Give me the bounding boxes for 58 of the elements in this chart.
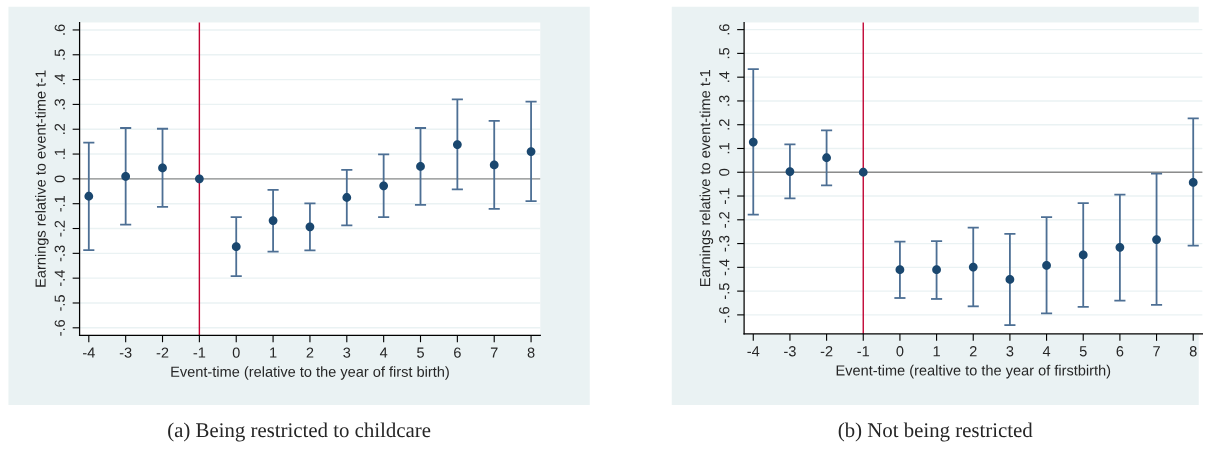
x-axis-title: Event-time (relative to the year of first birth) — [171, 366, 449, 380]
x-tick-label: 0 — [896, 346, 904, 357]
y-tick-label: -.1 — [719, 188, 730, 204]
x-tick-label: -4 — [747, 346, 760, 357]
x-tick-label: 8 — [1189, 346, 1197, 357]
y-tick-label: .4 — [719, 71, 730, 82]
x-tick-label: 6 — [1116, 346, 1124, 357]
y-tick-label: -.4 — [54, 270, 65, 287]
y-tick-label: .6 — [719, 24, 730, 35]
y-tick-label: -.6 — [54, 319, 65, 336]
x-tick-label: -3 — [119, 347, 132, 358]
x-tick-label: -2 — [156, 347, 169, 358]
x-tick-label: 2 — [306, 347, 314, 358]
y-tick-label: -.2 — [54, 220, 65, 237]
x-tick-label: 3 — [1006, 346, 1014, 357]
y-tick-label: -.5 — [54, 295, 65, 311]
x-axis-title: Event-time (realtive to the year of firstbirth) — [836, 364, 1111, 379]
x-tick-label: -4 — [82, 347, 95, 358]
x-tick-label: 0 — [232, 347, 240, 358]
y-tick-label: .1 — [54, 148, 65, 159]
y-tick-label: 0 — [54, 175, 65, 183]
x-tick-label: 1 — [933, 346, 940, 357]
x-tick-label: 4 — [379, 347, 388, 358]
y-tick-label: .6 — [54, 24, 65, 35]
text: (b) Not being restricted — [838, 422, 1033, 442]
y-tick-label: .3 — [54, 98, 65, 110]
y-tick-label: -.3 — [719, 235, 730, 252]
x-tick-label: 4 — [1042, 346, 1051, 357]
x-tick-label: 8 — [527, 347, 535, 358]
x-tick-label: -1 — [193, 347, 206, 358]
x-tick-label: -1 — [857, 346, 870, 357]
y-tick-label: -.5 — [719, 283, 730, 299]
y-tick-label: .4 — [54, 73, 65, 85]
x-tick-label: 1 — [270, 347, 277, 358]
y-axis-title: Earnings relative to event-time t-1 — [35, 70, 49, 287]
x-tick-label: 7 — [490, 347, 498, 358]
y-tick-label: .2 — [719, 119, 730, 130]
y-tick-label: .5 — [719, 47, 730, 59]
x-tick-label: -3 — [784, 346, 796, 357]
x-tick-label: 3 — [343, 347, 351, 358]
y-axis-title: Earnings relative to event-time t-1 — [699, 69, 714, 287]
x-tick-label: 2 — [969, 346, 977, 357]
y-tick-label: .2 — [54, 123, 65, 134]
x-tick-label: 5 — [417, 347, 424, 358]
y-tick-label: .5 — [54, 49, 65, 60]
x-tick-label: 6 — [454, 347, 461, 358]
y-tick-label: .3 — [719, 95, 730, 106]
y-tick-label: -.3 — [54, 245, 65, 262]
text: (a) Being restricted to childcare — [168, 422, 431, 442]
y-tick-label: -.4 — [719, 259, 730, 276]
x-tick-label: -2 — [820, 346, 833, 357]
x-tick-label: 7 — [1153, 346, 1160, 357]
y-tick-label: -.2 — [719, 212, 730, 228]
y-tick-label: -.6 — [719, 307, 730, 323]
y-tick-label: -.1 — [54, 195, 65, 212]
y-tick-label: .1 — [719, 143, 730, 154]
x-tick-label: 5 — [1079, 346, 1087, 357]
y-tick-label: 0 — [719, 168, 730, 176]
